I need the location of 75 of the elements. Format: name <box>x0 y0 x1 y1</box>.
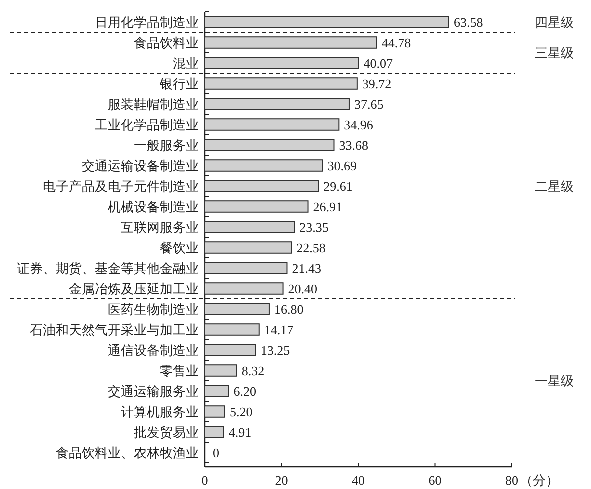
y-tick-label: 医药生物制造业 <box>108 302 199 317</box>
data-label: 6.20 <box>234 384 257 399</box>
data-label: 21.43 <box>292 260 322 276</box>
y-tick-label: 证券、期货、基金等其他金融业 <box>17 260 199 276</box>
data-label: 63.58 <box>454 14 484 30</box>
bar <box>204 36 378 49</box>
bar <box>204 364 238 377</box>
y-tick-label: 计算机服务业 <box>121 404 199 420</box>
x-tick-label: 0 <box>202 473 208 488</box>
bar <box>204 160 324 172</box>
data-label: 26.91 <box>313 199 343 214</box>
y-tick-label: 批发贸易业 <box>134 424 199 440</box>
y-tick-label: 金属冶炼及压延加工业 <box>69 281 199 296</box>
y-tick-label: 交通运输设备制造业 <box>82 158 199 174</box>
data-label: 40.07 <box>364 56 394 71</box>
y-tick-label: 互联网服务业 <box>121 220 199 235</box>
y-tick-label: 食品饮料业、农林牧渔业 <box>56 445 199 460</box>
data-label: 22.58 <box>296 240 326 256</box>
x-axis-title: （分） <box>520 473 559 488</box>
x-tick-label: 80 <box>506 473 518 488</box>
y-tick-label: 电子产品及电子元件制造业 <box>43 178 199 194</box>
data-label: 39.72 <box>362 76 392 92</box>
x-tick-label: 60 <box>428 473 442 488</box>
bar <box>204 303 270 316</box>
y-tick-label: 银行业 <box>159 76 199 92</box>
x-tick-label: 20 <box>275 473 288 488</box>
data-label: 29.61 <box>324 178 353 194</box>
data-label: 33.68 <box>339 138 368 153</box>
bar <box>204 200 309 213</box>
text: 四星级 <box>535 14 574 30</box>
bar <box>204 262 288 274</box>
text: 二星级 <box>535 178 574 194</box>
bar <box>204 426 224 438</box>
bar <box>204 324 260 336</box>
data-label: 44.78 <box>382 35 412 50</box>
y-tick-label: 零售业 <box>160 363 199 378</box>
bar <box>204 16 450 28</box>
bar <box>204 242 292 254</box>
y-tick-label: 食品饮料业 <box>134 35 199 50</box>
bar <box>204 118 340 131</box>
y-tick-label: 日用化学品制造业 <box>95 14 199 30</box>
text: 一星级 <box>535 374 574 388</box>
text: 三星级 <box>535 46 574 60</box>
data-label: 34.96 <box>344 117 374 132</box>
x-tick-label: 40 <box>352 473 365 488</box>
data-label: 4.91 <box>228 424 252 440</box>
data-label: 8.32 <box>242 363 265 378</box>
bar <box>204 406 226 418</box>
y-tick-label: 通信设备制造业 <box>108 342 199 358</box>
bar <box>204 385 230 398</box>
bar <box>204 57 360 70</box>
bar <box>204 78 358 90</box>
data-label: 0 <box>213 445 220 460</box>
y-tick-label: 服装鞋帽制造业 <box>108 96 199 112</box>
bar <box>204 221 296 234</box>
y-tick-label: 一般服务业 <box>134 138 199 153</box>
bar <box>204 282 284 295</box>
y-tick-label: 工业化学品制造业 <box>95 117 199 132</box>
y-tick-label: 混业 <box>173 56 199 71</box>
data-label: 5.20 <box>230 404 253 420</box>
data-label: 37.65 <box>354 96 384 112</box>
y-tick-label: 石油和天然气开采业与加工业 <box>30 322 199 338</box>
y-tick-label: 机械设备制造业 <box>108 199 199 214</box>
data-label: 23.35 <box>300 220 329 235</box>
data-label: 20.40 <box>288 281 318 296</box>
bar <box>204 344 256 356</box>
data-label: 14.17 <box>264 322 294 338</box>
data-label: 30.69 <box>328 158 358 174</box>
bar <box>204 98 350 110</box>
y-tick-label: 餐饮业 <box>160 240 199 256</box>
bar <box>204 180 320 192</box>
bar <box>204 139 335 152</box>
y-tick-label: 交通运输服务业 <box>108 384 199 399</box>
data-label: 13.25 <box>260 342 290 358</box>
data-label: 16.80 <box>274 302 304 317</box>
